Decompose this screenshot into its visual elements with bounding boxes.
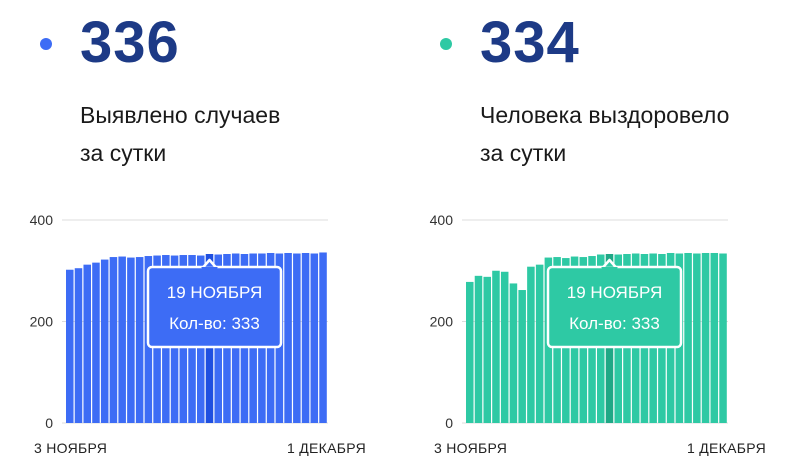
tooltip-date: 19 НОЯБРЯ	[167, 283, 262, 302]
caption-line-2: за сутки	[480, 140, 567, 166]
tooltip-pointer	[601, 258, 618, 270]
teal-dot-icon	[440, 38, 452, 50]
bar[interactable]	[66, 269, 74, 423]
y-tick-label: 400	[430, 212, 454, 228]
tooltip-pointer	[201, 258, 218, 270]
x-start-label: 3 НОЯБРЯ	[34, 440, 107, 456]
caption-line-1: Человека выздоровело	[480, 102, 730, 128]
tooltip-pointer-join	[201, 267, 218, 270]
chart-panel-cases: 336 Выявлено случаев за сутки 0 200 400 3 Н…	[0, 10, 400, 471]
bar[interactable]	[319, 252, 327, 423]
y-tick-label: 0	[445, 415, 453, 431]
headline-value: 334	[480, 10, 580, 75]
bar[interactable]	[127, 257, 135, 423]
tooltip-value: Кол-во: 333	[569, 314, 660, 333]
y-tick-label: 0	[45, 415, 53, 431]
bar[interactable]	[135, 257, 144, 423]
tooltip: 19 НОЯБРЯ Кол-во: 333	[146, 258, 283, 349]
bar[interactable]	[74, 268, 83, 423]
bar[interactable]	[710, 252, 719, 423]
bar[interactable]	[500, 271, 509, 423]
bar[interactable]	[293, 253, 301, 424]
bar[interactable]	[118, 256, 126, 423]
bar[interactable]	[100, 259, 109, 423]
bar[interactable]	[701, 252, 710, 423]
y-tick-label: 200	[30, 314, 54, 330]
bar[interactable]	[284, 252, 292, 423]
bar[interactable]	[474, 275, 483, 423]
bar[interactable]	[310, 253, 319, 424]
headline-value: 336	[80, 10, 180, 75]
bar-chart-recovered[interactable]: 0 200 400 3 НОЯБРЯ 1 ДЕКАБРЯ 19 НОЯБРЯ Кол-во:…	[400, 200, 800, 471]
blue-dot-icon	[40, 38, 52, 50]
tooltip-pointer-join	[601, 267, 618, 270]
bar[interactable]	[693, 253, 701, 424]
y-tick-label: 400	[30, 212, 54, 228]
x-start-label: 3 НОЯБРЯ	[434, 440, 507, 456]
tooltip-value: Кол-во: 333	[169, 314, 260, 333]
bar[interactable]	[483, 276, 491, 423]
bar[interactable]	[719, 253, 727, 424]
tooltip-date: 19 НОЯБРЯ	[567, 283, 662, 302]
caption: Выявлено случаев за сутки	[80, 96, 280, 172]
caption: Человека выздоровело за сутки	[480, 96, 729, 172]
bar[interactable]	[466, 281, 474, 423]
tooltip-box	[146, 265, 283, 349]
bar[interactable]	[535, 264, 544, 423]
bar[interactable]	[109, 257, 118, 423]
bar[interactable]	[92, 262, 100, 423]
bar[interactable]	[83, 264, 91, 423]
bar[interactable]	[527, 266, 535, 423]
tooltip-box	[546, 265, 683, 349]
bar[interactable]	[492, 270, 500, 423]
tooltip: 19 НОЯБРЯ Кол-во: 333	[546, 258, 683, 349]
chart-panel-recovered: 334 Человека выздоровело за сутки 0 200 40…	[400, 0, 800, 471]
x-end-label: 1 ДЕКАБРЯ	[287, 440, 366, 456]
caption-line-2: за сутки	[80, 140, 167, 166]
bar[interactable]	[684, 252, 692, 423]
x-end-label: 1 ДЕКАБРЯ	[687, 440, 766, 456]
y-tick-label: 200	[430, 314, 454, 330]
bar[interactable]	[518, 290, 526, 423]
bar-chart-cases[interactable]: 0 200 400 3 НОЯБРЯ 1 ДЕКАБРЯ 19 НОЯБРЯ Кол-во:…	[0, 200, 400, 471]
caption-line-1: Выявлено случаев	[80, 102, 281, 128]
bar[interactable]	[509, 283, 518, 423]
bar[interactable]	[301, 252, 310, 423]
